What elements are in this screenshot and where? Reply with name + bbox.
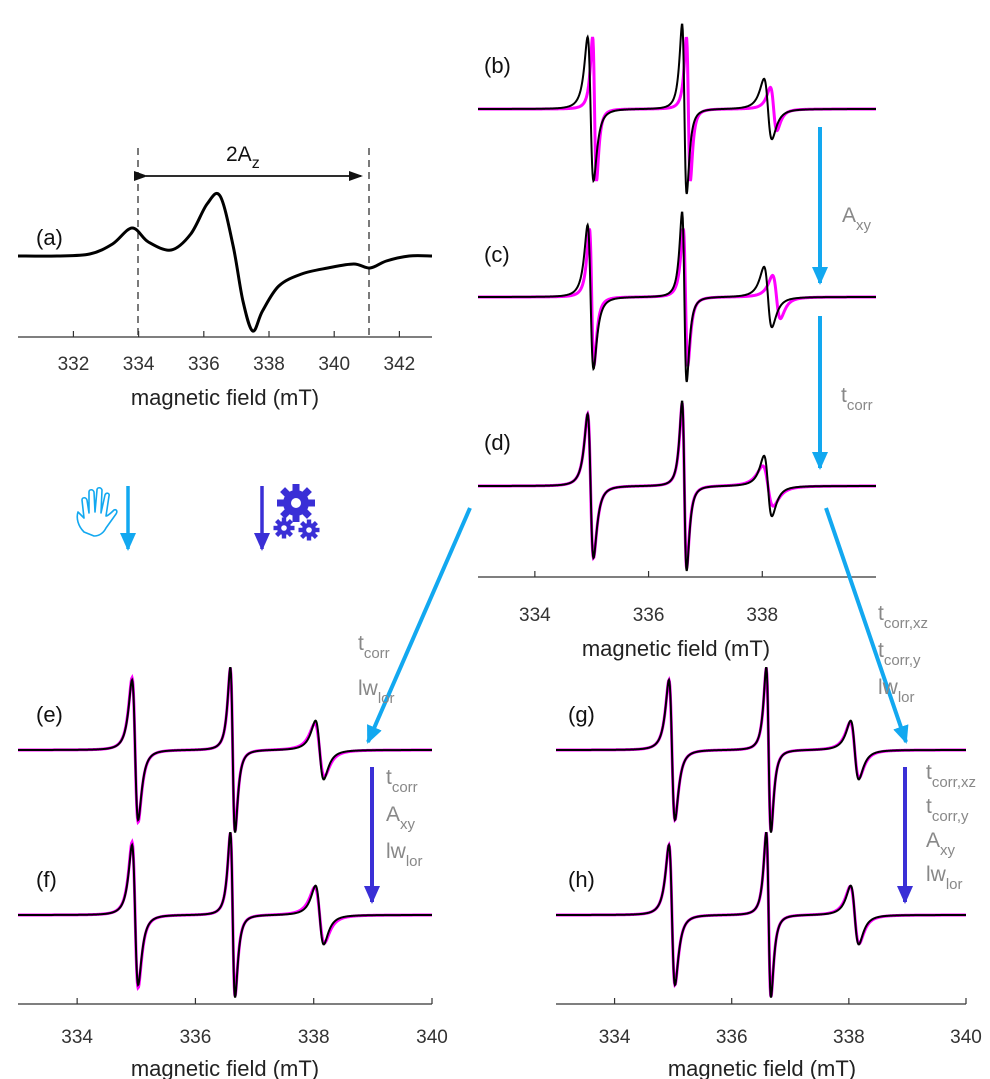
panel-h: (h) 334 336 338 340 magnetic field (mT) <box>556 831 982 1079</box>
panel-d: (d) 334 336 338 magnetic field (mT) <box>478 400 876 661</box>
step-label-d-to-e: tcorr <box>358 632 390 662</box>
x-tick-label: 336 <box>188 354 220 375</box>
annotation-2az: 2Az <box>226 143 260 172</box>
x-axis-label-d: magnetic field (mT) <box>582 636 770 661</box>
step-label-g-to-h: tcorr,y <box>926 795 969 825</box>
legend-manual <box>76 486 136 551</box>
x-tick-label: 340 <box>950 1027 982 1048</box>
series-line-e-exp <box>18 666 432 833</box>
x-ticks-a: 332 334 336 338 340 342 <box>58 331 416 375</box>
panel-g: (g) <box>556 666 966 833</box>
x-tick-label: 334 <box>61 1027 93 1048</box>
series-line-h-exp <box>556 831 966 998</box>
series-line-a <box>17 191 433 333</box>
panel-a: (a) 2Az 332 334 336 338 340 342 magnetic fiel… <box>17 143 433 410</box>
step-label-b-to-c: Axy <box>842 204 872 234</box>
x-tick-label: 336 <box>633 605 665 626</box>
x-tick-label: 340 <box>416 1027 448 1048</box>
panel-e: (e) <box>18 666 432 833</box>
series-line-d-exp <box>478 400 876 572</box>
x-axis-label-f: magnetic field (mT) <box>131 1056 319 1079</box>
step-label-e-to-f: tcorr <box>386 766 418 796</box>
x-tick-label: 342 <box>384 354 416 375</box>
x-tick-label: 338 <box>253 354 285 375</box>
panel-label-a: (a) <box>36 225 63 250</box>
hand-icon <box>76 486 118 537</box>
step-label-d-to-e: lwlor <box>358 677 395 707</box>
x-ticks-d: 334 336 338 <box>519 571 778 626</box>
panel-label-b: (b) <box>484 53 511 78</box>
x-ticks-f: 334 336 338 340 <box>61 998 448 1048</box>
step-label-g-to-h: tcorr,xz <box>926 761 976 791</box>
x-axis-label-a: magnetic field (mT) <box>131 385 319 410</box>
x-tick-label: 338 <box>833 1027 865 1048</box>
panel-label-d: (d) <box>484 430 511 455</box>
x-tick-label: 340 <box>318 354 350 375</box>
panel-b: (b) <box>478 23 876 195</box>
step-label-e-to-f: lwlor <box>386 840 423 870</box>
x-tick-label: 336 <box>716 1027 748 1048</box>
x-tick-label: 338 <box>746 605 778 626</box>
x-tick-label: 338 <box>298 1027 330 1048</box>
panel-label-g: (g) <box>568 702 595 727</box>
series-line-b-exp <box>478 23 876 195</box>
panel-f: (f) 334 336 338 340 magnetic field (mT) <box>18 831 448 1079</box>
step-label-d-to-g: tcorr,xz <box>878 602 928 632</box>
x-tick-label: 334 <box>599 1027 631 1048</box>
step-arrow-d-e <box>366 507 472 744</box>
gears-icon <box>273 484 320 541</box>
step-label-e-to-f: Axy <box>386 803 416 833</box>
panel-label-e: (e) <box>36 702 63 727</box>
step-label-g-to-h: Axy <box>926 829 956 859</box>
x-ticks-h: 334 336 338 340 <box>599 998 982 1048</box>
step-label-c-to-d: tcorr <box>841 384 873 414</box>
series-line-g-exp <box>556 666 966 833</box>
panel-label-h: (h) <box>568 867 595 892</box>
legend-automatic <box>254 484 320 551</box>
x-tick-label: 334 <box>123 354 155 375</box>
step-label-d-to-g: lwlor <box>878 676 915 706</box>
panel-label-c: (c) <box>484 242 510 267</box>
step-label-d-to-g: tcorr,y <box>878 639 921 669</box>
annotation-2az-sub: z <box>252 155 260 172</box>
series-line-c-exp <box>478 211 876 383</box>
series-line-f-exp <box>18 831 432 998</box>
step-arrow-d-g <box>824 507 909 744</box>
x-tick-label: 332 <box>58 354 90 375</box>
annotation-2az-main: 2A <box>226 143 252 166</box>
x-axis-label-h: magnetic field (mT) <box>668 1056 856 1079</box>
step-labels: Axy tcorr tcorr lwlor tcorr,xz tcorr,y lwlor tc… <box>358 204 976 893</box>
panel-label-f: (f) <box>36 867 57 892</box>
x-tick-label: 336 <box>180 1027 212 1048</box>
step-label-g-to-h: lwlor <box>926 863 963 893</box>
panel-c: (c) <box>478 211 876 383</box>
x-tick-label: 334 <box>519 605 551 626</box>
